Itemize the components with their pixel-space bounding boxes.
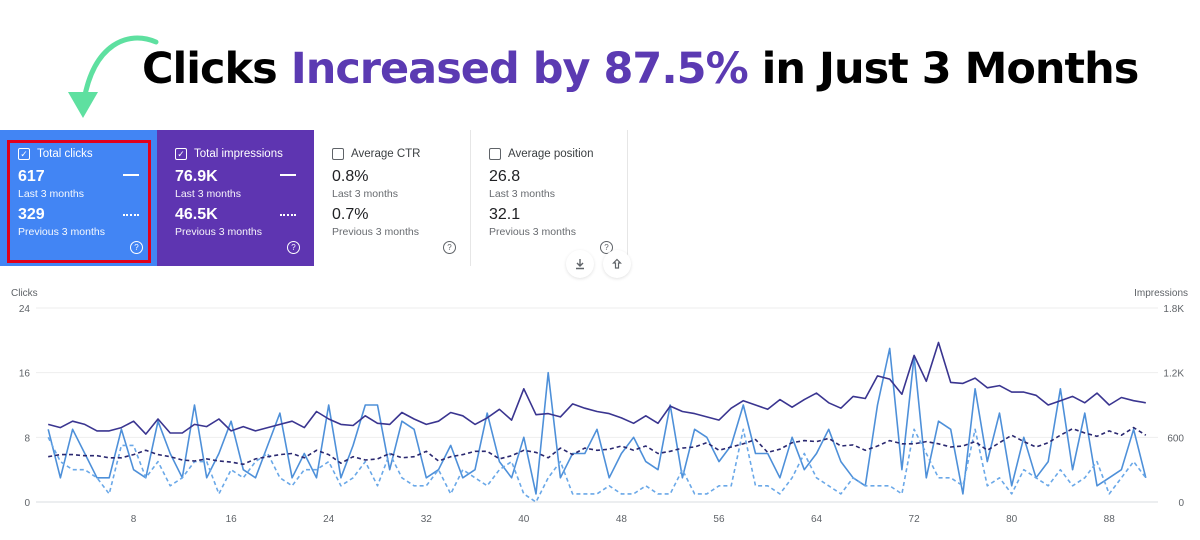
card-title: Total impressions <box>194 148 283 160</box>
card-average-position[interactable]: Average position 26.8 Last 3 months 32.1… <box>471 130 628 266</box>
card-previous-value: 46.5K <box>175 206 218 223</box>
card-current-label: Last 3 months <box>489 188 555 200</box>
help-icon[interactable]: ? <box>443 241 456 254</box>
card-header: ✓ Total clicks <box>18 148 157 160</box>
card-current-label: Last 3 months <box>18 188 84 200</box>
help-icon[interactable]: ? <box>130 241 143 254</box>
card-total-clicks[interactable]: ✓ Total clicks 617 Last 3 months 329 Pre… <box>0 130 157 266</box>
headline: Clicks Increased by 87.5% in Just 3 Mont… <box>142 44 1140 94</box>
card-current-value: 76.9K <box>175 168 218 185</box>
checkbox-unchecked-icon[interactable] <box>332 148 344 160</box>
x-tick-label: 48 <box>616 514 628 525</box>
headline-part1: Clicks <box>142 44 278 94</box>
y-tick-label: 16 <box>19 369 31 380</box>
y2-tick-label: 0 <box>1178 498 1184 509</box>
x-tick-label: 56 <box>713 514 725 525</box>
card-current-value: 617 <box>18 168 45 185</box>
card-header: Average CTR <box>332 148 470 160</box>
series-line-3 <box>47 341 1146 435</box>
x-tick-label: 16 <box>226 514 238 525</box>
x-tick-label: 80 <box>1006 514 1018 525</box>
card-current-label: Last 3 months <box>332 188 398 200</box>
x-tick-label: 88 <box>1104 514 1116 525</box>
y2-tick-label: 600 <box>1167 433 1184 444</box>
checkbox-checked-icon[interactable]: ✓ <box>18 148 30 160</box>
card-previous-label: Previous 3 months <box>18 226 105 238</box>
x-tick-label: 64 <box>811 514 823 525</box>
x-tick-label: 8 <box>131 514 137 525</box>
solid-line-legend-icon <box>280 174 296 176</box>
metric-cards: ✓ Total clicks 617 Last 3 months 329 Pre… <box>0 130 630 266</box>
card-title: Average position <box>508 148 594 160</box>
card-previous-label: Previous 3 months <box>489 226 576 238</box>
y2-tick-label: 1.2K <box>1163 369 1184 380</box>
highlight-box <box>7 140 151 263</box>
headline-part3: in Just 3 Months <box>761 44 1140 94</box>
card-title: Total clicks <box>37 148 93 160</box>
help-icon[interactable]: ? <box>287 241 300 254</box>
x-tick-label: 72 <box>909 514 921 525</box>
card-previous-value: 329 <box>18 206 45 223</box>
share-icon[interactable] <box>603 250 631 278</box>
solid-line-legend-icon <box>123 174 139 176</box>
card-current-label: Last 3 months <box>175 188 241 200</box>
series-line-1 <box>47 347 1147 495</box>
headline-highlight: Increased by 87.5% <box>290 44 749 94</box>
card-previous-value: 32.1 <box>489 206 521 223</box>
download-icon[interactable] <box>566 250 594 278</box>
card-previous-label: Previous 3 months <box>332 226 419 238</box>
dotted-line-legend-icon <box>123 214 139 216</box>
card-title: Average CTR <box>351 148 421 160</box>
x-tick-label: 40 <box>518 514 530 525</box>
card-header: Average position <box>489 148 627 160</box>
dotted-line-legend-icon <box>280 214 296 216</box>
card-previous-value: 0.7% <box>332 206 369 223</box>
series-line-4 <box>48 426 1147 466</box>
y-tick-label: 24 <box>19 304 31 315</box>
x-tick-label: 32 <box>421 514 433 525</box>
card-current-value: 0.8% <box>332 168 369 185</box>
x-tick-label: 24 <box>323 514 335 525</box>
card-previous-label: Previous 3 months <box>175 226 262 238</box>
y-tick-label: 0 <box>24 498 30 509</box>
checkbox-checked-icon[interactable]: ✓ <box>175 148 187 160</box>
checkbox-unchecked-icon[interactable] <box>489 148 501 160</box>
curved-arrow-icon <box>58 30 168 130</box>
y2-axis-title: Impressions <box>1134 288 1188 299</box>
card-current-value: 26.8 <box>489 168 521 185</box>
card-total-impressions[interactable]: ✓ Total impressions 76.9K Last 3 months … <box>157 130 314 266</box>
y-axis-title: Clicks <box>11 288 38 299</box>
y-tick-label: 8 <box>24 433 30 444</box>
performance-chart: Clicks Impressions 0 0 8 600 16 1.2K 24 1.8K 8 16… <box>11 288 1188 525</box>
y2-tick-label: 1.8K <box>1163 304 1184 315</box>
card-header: ✓ Total impressions <box>175 148 314 160</box>
card-average-ctr[interactable]: Average CTR 0.8% Last 3 months 0.7% Prev… <box>314 130 471 266</box>
